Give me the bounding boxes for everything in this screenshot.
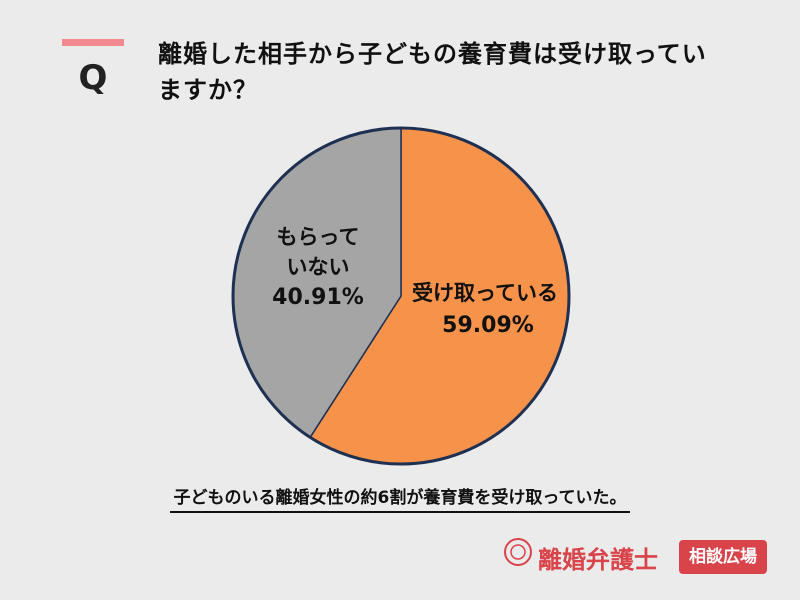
question-marker: Q — [78, 58, 108, 98]
logo-icon — [504, 538, 532, 566]
note-text: 子どものいる離婚女性の約6割が養育費を受け取っていた。 — [169, 488, 631, 513]
value-label: 59.09% — [442, 313, 534, 338]
accent-bar — [62, 39, 124, 46]
category-label: 受け取っている — [412, 281, 558, 305]
value-label: 40.91% — [272, 285, 364, 310]
brand-tag: 相談広場 — [679, 540, 767, 574]
brand-name: 離婚弁護士 — [538, 546, 658, 574]
logo-icon-inner — [510, 544, 526, 560]
category-label: もらっていない — [276, 225, 360, 279]
pie-outline — [231, 126, 571, 466]
chart-title: 離婚した相手から子どもの養育費は受け取っていますか？ — [158, 40, 707, 104]
note: 子どものいる離婚女性の約6割が養育費を受け取っていた。 — [0, 483, 800, 513]
